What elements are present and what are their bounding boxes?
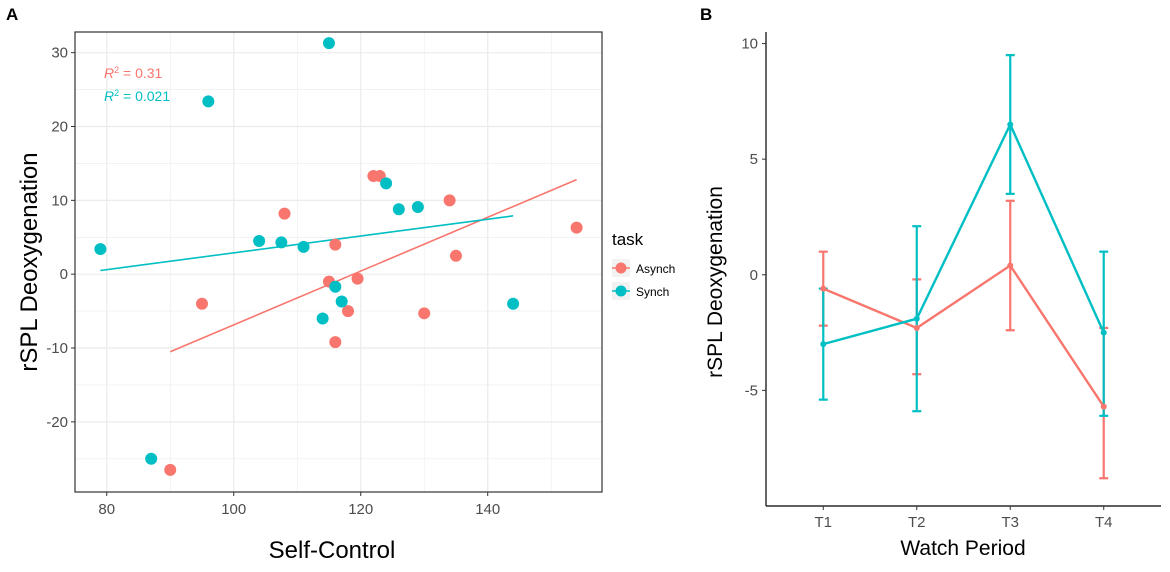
scatter-point-synch: [94, 243, 107, 256]
line-y-tick-label: 0: [750, 267, 758, 284]
legend-title: task: [612, 230, 644, 249]
r2-annotation-asynch: R2 = 0.31: [104, 65, 163, 81]
scatter-point-asynch: [329, 336, 342, 349]
scatter-gridlines: [75, 32, 602, 492]
scatter-point-asynch: [195, 297, 208, 310]
scatter-y-tick-label: -20: [46, 414, 68, 431]
scatter-y-tick-label: 20: [51, 119, 68, 136]
line-y-axis-title: rSPL Deoxygenation: [704, 186, 727, 378]
scatter-x-axis-title: Self-Control: [269, 537, 396, 564]
scatter-point-synch: [297, 240, 310, 253]
scatter-y-tick-label: 30: [51, 45, 68, 62]
scatter-point-synch: [322, 37, 335, 50]
scatter-y-tick-label: -10: [46, 340, 68, 357]
line-x-tick-label-t1: T1: [815, 514, 833, 531]
scatter-point-synch: [380, 177, 393, 190]
r2-superscript-asynch: 2: [114, 65, 119, 75]
regression-line-asynch: [169, 178, 577, 353]
r2-symbol-asynch: R: [104, 65, 114, 81]
legend-marker-asynch: [615, 262, 627, 274]
legend-item-synch: Synch: [612, 282, 669, 300]
scatter-point-asynch: [351, 272, 364, 285]
scatter-axis-ticks: 80 100 120 140 -20 -10 0 10 20 30: [46, 45, 500, 518]
r2-superscript-synch: 2: [114, 88, 119, 98]
scatter-point-synch: [335, 295, 348, 308]
scatter-point-synch: [316, 312, 329, 325]
line-point-asynch: [1100, 403, 1107, 410]
scatter-point-synch: [329, 280, 342, 293]
scatter-x-tick-label: 120: [348, 501, 373, 518]
line-y-tick-label: 10: [741, 36, 758, 53]
line-chart-points: [820, 121, 1107, 410]
line-y-tick-label: -5: [745, 382, 758, 399]
r2-symbol-synch: R: [104, 88, 114, 104]
line-chart-axis-ticks: -5 0 5 10 T1 T2 T3 T4: [741, 36, 1112, 531]
series-line-asynch: [822, 263, 1105, 408]
panel-a-label: A: [6, 5, 18, 24]
scatter-x-tick-label: 80: [98, 501, 115, 518]
legend-item-asynch: Asynch: [612, 259, 675, 277]
scatter-point-synch: [507, 297, 520, 310]
line-chart-series-lines: [822, 121, 1105, 408]
scatter-point-asynch: [164, 463, 177, 476]
line-chart-axes: [765, 32, 1161, 507]
line-point-synch: [1100, 329, 1107, 336]
line-chart-error-bars: [818, 54, 1109, 480]
scatter-point-synch: [392, 203, 405, 216]
scatter-x-tick-label: 140: [475, 501, 500, 518]
scatter-x-tick-label: 100: [221, 501, 246, 518]
legend: task Asynch Synch: [612, 230, 675, 300]
scatter-point-synch: [202, 95, 215, 108]
scatter-point-asynch: [443, 194, 456, 207]
scatter-y-tick-label: 0: [60, 266, 68, 283]
scatter-point-synch: [411, 200, 424, 213]
panel-b-label: B: [700, 5, 712, 24]
scatter-point-asynch: [449, 249, 462, 262]
line-x-tick-label-t2: T2: [908, 514, 926, 531]
scatter-point-synch: [253, 234, 266, 247]
scatter-point-asynch: [342, 305, 355, 318]
scatter-point-asynch: [570, 221, 583, 234]
legend-label-synch: Synch: [636, 285, 669, 299]
scatter-point-synch: [145, 452, 158, 465]
scatter-y-tick-label: 10: [51, 192, 68, 209]
series-line-synch: [822, 121, 1105, 346]
line-y-tick-label: 5: [750, 151, 758, 168]
scatter-point-asynch: [329, 238, 342, 251]
scatter-point-asynch: [418, 307, 431, 320]
legend-marker-synch: [615, 285, 627, 297]
r2-annotation-synch: R2 = 0.021: [104, 88, 170, 104]
line-x-axis-title: Watch Period: [900, 537, 1025, 560]
line-point-asynch: [820, 285, 827, 292]
scatter-point-synch: [275, 236, 288, 249]
scatter-point-asynch: [278, 207, 291, 220]
line-x-tick-label-t3: T3: [1001, 514, 1019, 531]
line-point-synch: [820, 341, 827, 348]
line-chart-panel-b: -5 0 5 10 T1 T2 T3 T4 Watch Period rSPL Deoxyge…: [704, 32, 1161, 560]
line-x-tick-label-t4: T4: [1095, 514, 1113, 531]
r2-value-synch: = 0.021: [119, 88, 170, 104]
scatter-y-axis-title: rSPL Deoxygenation: [16, 152, 43, 371]
line-point-asynch: [913, 324, 920, 331]
legend-label-asynch: Asynch: [636, 262, 675, 276]
scatter-panel-border: [74, 31, 603, 493]
line-point-synch: [913, 315, 920, 322]
line-point-asynch: [1007, 262, 1014, 269]
scatter-points: [94, 37, 583, 476]
r2-value-asynch: = 0.31: [119, 65, 162, 81]
line-point-synch: [1007, 121, 1014, 128]
